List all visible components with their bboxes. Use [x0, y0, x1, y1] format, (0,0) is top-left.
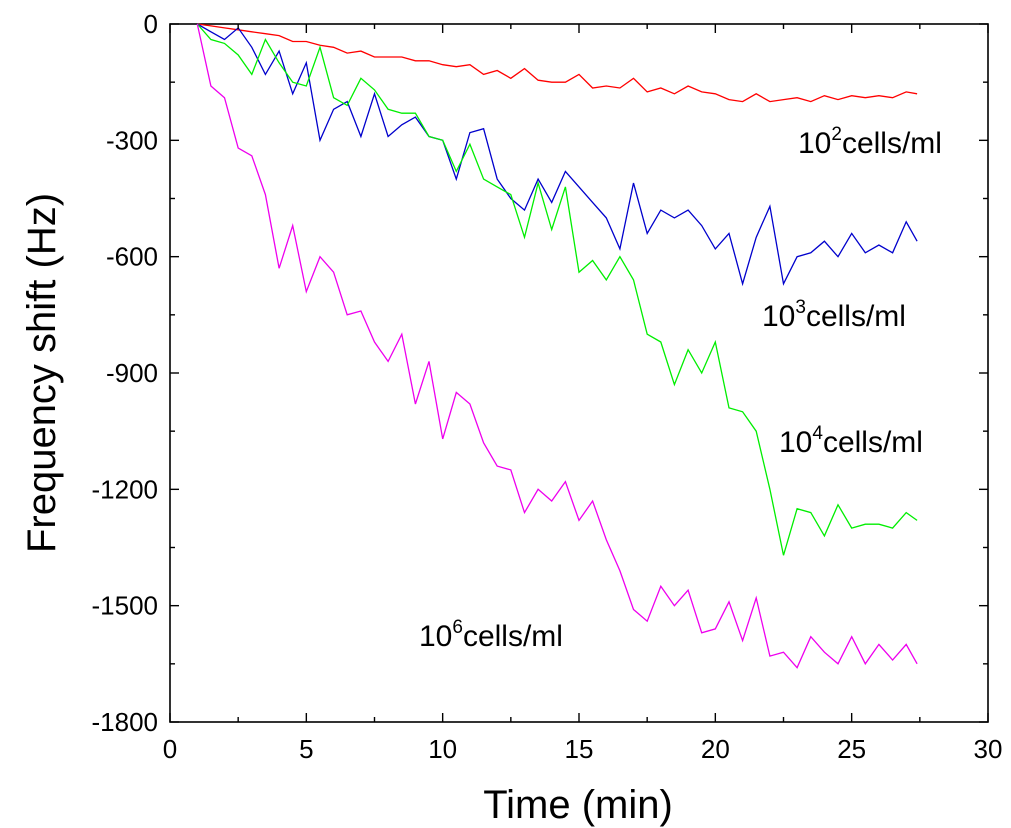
x-tick-label: 5 [299, 734, 313, 764]
series-label-unit: cells/ml [823, 426, 923, 459]
x-tick-label: 15 [565, 734, 594, 764]
y-tick-label: -1200 [92, 474, 159, 504]
y-tick-label: -900 [106, 358, 158, 388]
axes: 0 5 10 15 20 25 30 0 -300 -600 -900 -1200 -1500 -1800 [92, 9, 1003, 764]
series-label-2: 103cells/ml [762, 297, 906, 333]
y-axis-title: Frequency shift (Hz) [20, 193, 64, 553]
x-tick-label: 10 [428, 734, 457, 764]
series-line-4 [196, 23, 918, 669]
series-label-base: 10 [419, 620, 452, 653]
x-tick-label: 30 [974, 734, 1003, 764]
series-line-2 [196, 23, 918, 287]
series-label-unit: cells/ml [463, 620, 563, 653]
x-tick-label: 25 [837, 734, 866, 764]
y-tick-label: -1500 [92, 591, 159, 621]
series-line-1 [197, 23, 918, 103]
series-label-3: 104cells/ml [779, 423, 923, 459]
series-label-base: 10 [762, 300, 795, 333]
series-label-4: 106cells/ml [419, 617, 563, 653]
series-label-unit: cells/ml [806, 300, 906, 333]
series-line-3 [196, 23, 918, 556]
y-tick-label: -300 [106, 125, 158, 155]
series-label-base: 10 [779, 426, 812, 459]
series-group [196, 23, 918, 669]
series-labels: 102cells/ml103cells/ml104cells/ml106cell… [419, 124, 942, 653]
series-label-base: 10 [798, 127, 831, 160]
x-axis-title: Time (min) [483, 783, 673, 827]
series-label-exponent: 3 [795, 297, 806, 318]
y-tick-label: -600 [106, 242, 158, 272]
series-label-exponent: 6 [452, 617, 463, 638]
y-tick-label: 0 [144, 9, 158, 39]
series-label-exponent: 2 [831, 124, 842, 145]
series-label-exponent: 4 [812, 423, 823, 444]
y-tick-label: -1800 [92, 707, 159, 737]
x-tick-label: 0 [163, 734, 177, 764]
series-label-unit: cells/ml [842, 127, 942, 160]
x-tick-label: 20 [701, 734, 730, 764]
series-label-1: 102cells/ml [798, 124, 942, 160]
